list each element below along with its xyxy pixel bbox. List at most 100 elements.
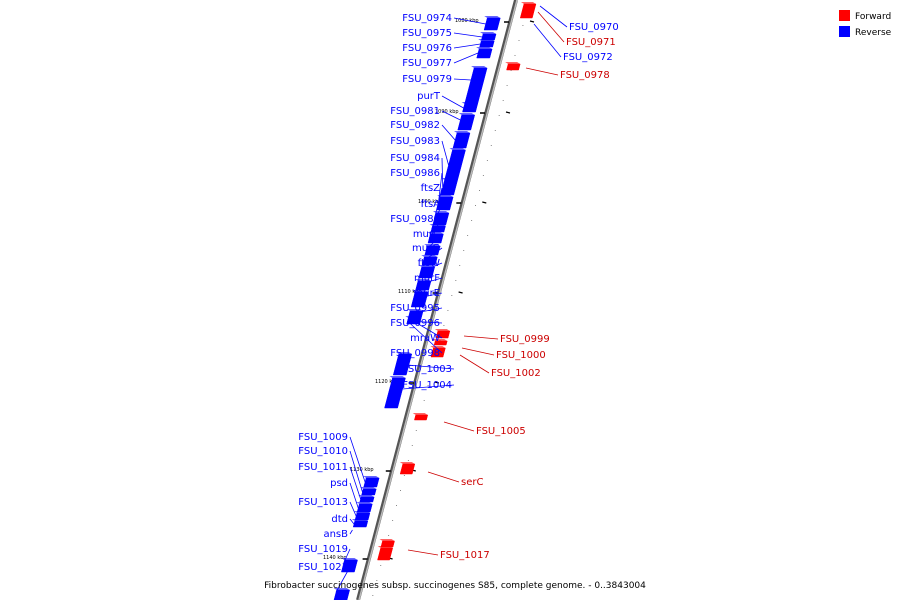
- scale-tick-label: 1090 kbp: [435, 109, 459, 115]
- reverse-gene-label-leader: [349, 501, 357, 517]
- minor-tick-dot: [494, 130, 496, 131]
- reverse-gene-box-top: [412, 290, 429, 292]
- minor-tick-dot: [388, 535, 390, 536]
- reverse-gene-label: FSU_1010: [298, 446, 348, 457]
- reverse-gene-label: FSU_1021: [298, 562, 348, 573]
- forward-gene-box-top: [434, 329, 450, 331]
- reverse-gene-label: FSU_1011: [298, 462, 348, 473]
- reverse-gene-label: FSU_1009: [298, 432, 348, 443]
- reverse-gene-box-top: [418, 265, 435, 267]
- reverse-gene-box: [359, 496, 375, 503]
- reverse-gene-label-leader: [389, 384, 455, 391]
- reverse-gene-label-leader: [409, 307, 443, 315]
- forward-gene-label: FSU_0971: [566, 37, 616, 48]
- reverse-gene-box-top: [356, 502, 373, 504]
- reverse-gene-label-leader: [423, 247, 443, 262]
- minor-tick-dot: [372, 595, 374, 596]
- reverse-gene-label-leader: [349, 450, 363, 493]
- reverse-gene-box-top: [421, 255, 438, 257]
- forward-gene-box-top: [520, 2, 536, 4]
- scale-tick-label: 1100 kbp: [418, 199, 442, 205]
- reverse-gene-box-top: [424, 244, 441, 246]
- legend: Forward Reverse: [839, 10, 892, 38]
- reverse-gene-box-top: [478, 39, 495, 41]
- reverse-gene-box-top: [441, 178, 458, 180]
- reverse-gene-box-top: [407, 309, 424, 311]
- reverse-gene-box-top: [484, 16, 501, 18]
- minor-tick-dot: [431, 370, 433, 371]
- forward-gene-box-top: [412, 413, 428, 415]
- reverse-gene-box: [452, 132, 471, 149]
- reverse-gene-label-leader: [349, 436, 366, 483]
- reverse-gene-label: FSU_0984: [390, 153, 440, 164]
- reverse-gene-label-leader: [428, 218, 443, 239]
- reverse-gene-box-top: [389, 376, 406, 378]
- reverse-gene-label: FSU_0975: [402, 28, 452, 39]
- reverse-gene-box: [363, 477, 380, 488]
- scale-tick-label: 1130 kbp: [350, 467, 374, 473]
- reverse-gene-box-top: [405, 316, 422, 318]
- forward-gene-label: serC: [461, 477, 483, 488]
- forward-gene-label: FSU_0978: [560, 70, 610, 81]
- forward-gene-label: FSU_1000: [496, 350, 546, 361]
- reverse-gene-box: [464, 67, 488, 105]
- reverse-gene-label: psd: [330, 478, 348, 489]
- reverse-gene-label-leader: [335, 566, 351, 593]
- reverse-gene-label: ftsA: [421, 199, 440, 210]
- forward-gene-box-top: [379, 539, 395, 541]
- scale-tick-label: 1080 kbp: [455, 18, 479, 24]
- minor-tick-dot: [411, 445, 413, 446]
- forward-gene-label: FSU_1017: [440, 550, 490, 561]
- reverse-gene-label: purT: [417, 91, 441, 102]
- reverse-gene-label: ftsZ: [421, 183, 440, 194]
- minor-tick-dot: [403, 475, 405, 476]
- minor-tick-dots: [372, 10, 528, 596]
- forward-gene-label-leader: [525, 67, 559, 76]
- reverse-gene-box: [479, 40, 495, 48]
- reverse-gene-label: FSU_1003: [402, 364, 452, 375]
- reverse-gene-label: murF: [414, 273, 440, 284]
- scale-tick-mark-right: [505, 111, 511, 114]
- reverse-gene-box-top: [351, 519, 368, 521]
- reverse-gene-label: ansB: [323, 529, 348, 540]
- legend-forward-swatch: [839, 10, 850, 21]
- minor-tick-dot: [455, 280, 457, 281]
- reverse-gene-label-leader: [453, 43, 481, 49]
- forward-gene-label-leader: [461, 347, 495, 356]
- forward-gene-box-top: [377, 546, 393, 548]
- scale-tick-label: 1140 kbp: [323, 555, 347, 561]
- reverse-gene-box-top: [480, 32, 497, 34]
- reverse-gene-box-top: [449, 148, 466, 150]
- forward-gene-label: FSU_1005: [476, 426, 526, 437]
- reverse-gene-label: FSU_0974: [402, 13, 452, 24]
- reverse-gene-label: FSU_0981: [390, 106, 440, 117]
- reverse-gene-box: [361, 488, 377, 496]
- minor-tick-dot: [467, 235, 469, 236]
- minor-tick-dot: [423, 400, 425, 401]
- reverse-gene-box: [354, 512, 371, 521]
- reverse-gene-label-leader: [416, 277, 443, 286]
- reverse-gene-label-leader: [343, 548, 351, 564]
- reverse-gene-box: [483, 17, 501, 31]
- reverse-gene-label: FSU_0979: [402, 74, 452, 85]
- forward-gene-label: FSU_0970: [569, 22, 619, 33]
- minor-tick-dot: [415, 430, 417, 431]
- forward-gene-box: [399, 463, 416, 475]
- minor-tick-dot: [380, 565, 382, 566]
- reverse-gene-label: dtd: [331, 514, 348, 525]
- legend-reverse-label: Reverse: [855, 28, 892, 38]
- reverse-gene-label: FSU_0982: [390, 120, 440, 131]
- forward-gene-label-leader: [463, 335, 499, 340]
- reverse-gene-box-top: [432, 211, 449, 213]
- reverse-gene-box: [356, 503, 373, 513]
- minor-tick-dot: [376, 580, 378, 581]
- reverse-gene-label-leader: [453, 17, 486, 25]
- reverse-gene-label-leader: [349, 466, 361, 500]
- minor-tick-dot: [498, 115, 500, 116]
- scale-tick-mark-right: [434, 381, 440, 384]
- scale-ticks: 1080 kbp 1090 kbp 1100 kbp 1110 kbp 1120 kbp…: [323, 18, 535, 561]
- reverse-gene-box-top: [353, 511, 370, 513]
- minor-tick-dot: [447, 310, 449, 311]
- forward-gene-box-top: [399, 462, 415, 464]
- reverse-gene-label: FSU_0986: [390, 168, 440, 179]
